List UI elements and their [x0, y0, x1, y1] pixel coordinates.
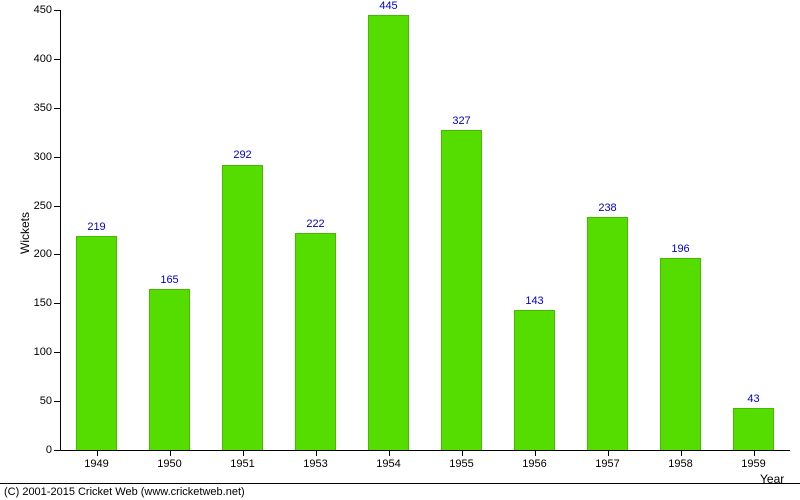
- x-tick-mark: [243, 450, 244, 456]
- y-tick-mark: [54, 401, 60, 402]
- x-tick-mark: [316, 450, 317, 456]
- bar-value-label: 327: [452, 115, 470, 127]
- bar-value-label: 238: [598, 202, 616, 214]
- y-tick-mark: [54, 10, 60, 11]
- bar: [76, 236, 116, 450]
- x-tick-label: 1957: [595, 458, 619, 470]
- bar-value-label: 143: [525, 295, 543, 307]
- x-tick-mark: [389, 450, 390, 456]
- x-tick-label: 1950: [157, 458, 181, 470]
- x-tick-label: 1949: [84, 458, 108, 470]
- bar: [368, 15, 408, 450]
- x-tick-label: 1953: [303, 458, 327, 470]
- y-tick-mark: [54, 108, 60, 109]
- bar-value-label: 196: [671, 243, 689, 255]
- bar: [733, 408, 773, 450]
- y-tick-mark: [54, 450, 60, 451]
- bar: [660, 258, 700, 450]
- y-tick-label: 0: [24, 444, 52, 456]
- y-tick-label: 400: [24, 53, 52, 65]
- x-tick-label: 1958: [668, 458, 692, 470]
- x-tick-mark: [608, 450, 609, 456]
- y-tick-label: 450: [24, 4, 52, 16]
- x-tick-mark: [754, 450, 755, 456]
- y-tick-label: 200: [24, 248, 52, 260]
- y-tick-mark: [54, 303, 60, 304]
- y-tick-mark: [54, 206, 60, 207]
- x-tick-label: 1954: [376, 458, 400, 470]
- y-tick-mark: [54, 352, 60, 353]
- x-tick-mark: [462, 450, 463, 456]
- chart-container: Wickets Year (C) 2001-2015 Cricket Web (…: [0, 0, 800, 500]
- bar: [441, 130, 481, 450]
- bar: [514, 310, 554, 450]
- x-tick-label: 1959: [741, 458, 765, 470]
- bar-value-label: 43: [747, 393, 759, 405]
- bar: [587, 217, 627, 450]
- bar-value-label: 165: [160, 274, 178, 286]
- x-tick-label: 1956: [522, 458, 546, 470]
- plot-area: [60, 10, 790, 450]
- x-tick-mark: [170, 450, 171, 456]
- x-tick-mark: [535, 450, 536, 456]
- y-tick-label: 50: [24, 395, 52, 407]
- x-tick-label: 1951: [230, 458, 254, 470]
- x-tick-label: 1955: [449, 458, 473, 470]
- y-axis-line: [60, 10, 61, 450]
- y-tick-label: 350: [24, 102, 52, 114]
- bar-value-label: 222: [306, 218, 324, 230]
- y-tick-label: 100: [24, 346, 52, 358]
- y-tick-label: 300: [24, 151, 52, 163]
- y-tick-label: 150: [24, 297, 52, 309]
- y-tick-mark: [54, 254, 60, 255]
- bar: [295, 233, 335, 450]
- y-tick-mark: [54, 59, 60, 60]
- bar-value-label: 219: [87, 221, 105, 233]
- y-tick-label: 250: [24, 200, 52, 212]
- x-tick-mark: [97, 450, 98, 456]
- bar-value-label: 445: [379, 0, 397, 12]
- bar: [149, 289, 189, 450]
- bar: [222, 165, 262, 451]
- y-tick-mark: [54, 157, 60, 158]
- footer-copyright: (C) 2001-2015 Cricket Web (www.cricketwe…: [0, 483, 800, 500]
- x-tick-mark: [681, 450, 682, 456]
- bar-value-label: 292: [233, 149, 251, 161]
